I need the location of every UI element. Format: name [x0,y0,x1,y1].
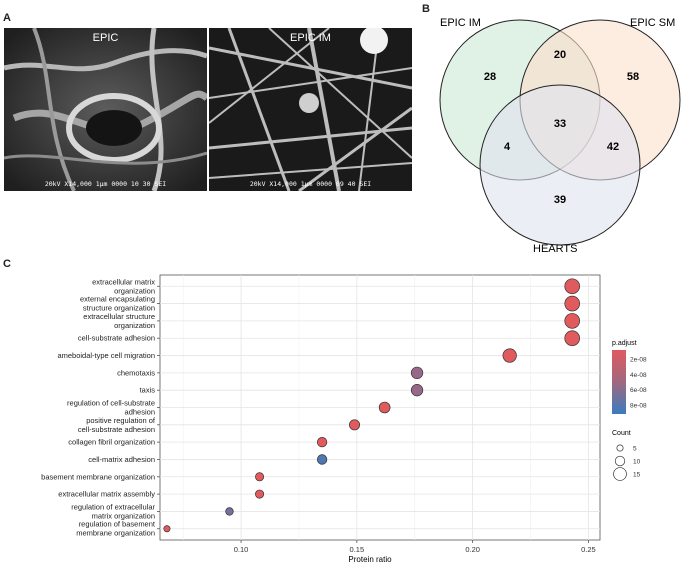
sem-image-epic: EPIC 20kV X14,000 1μm 0000 10 30 SEI [4,28,207,191]
legend-size-items: 5 10 15 [613,444,641,481]
y-tick-label: regulation of extracellular matrix organi… [71,502,155,520]
y-tick-label: extracellular structure organization [83,312,155,330]
y-tick-label: cell-substrate adhesion [78,334,155,343]
venn-count-all: 33 [554,118,566,130]
x-tick-label: 0.15 [350,545,365,554]
legend-color-title: p.adjust [612,340,637,347]
x-tick-label: 0.25 [581,545,596,554]
sem-scalebar-epic-im: 20kV X14,000 1μm 0000 09 40 SEI [249,180,372,188]
sem-title-epic-im: EPIC IM [290,32,331,44]
dot [564,278,581,295]
panel-c-label: C [3,258,11,270]
dot [502,348,517,363]
sem-image-epic-im: EPIC IM 20kV X14,000 1μm 0000 09 40 SEI [209,28,412,191]
venn-label-hearts: HEARTS [533,243,577,255]
dot [564,330,581,347]
dot [564,313,581,329]
dot [564,295,581,312]
legend-size-label: 5 [633,446,637,453]
legend-color-label: 8e-08 [630,402,647,409]
venn-count-sm-only: 58 [627,71,639,83]
panel-b-label: B [422,3,430,15]
venn-circle-hearts [479,84,641,246]
dot [163,525,171,533]
venn-count-sm-hearts: 42 [607,141,619,153]
legend-size-circle [616,444,624,452]
sem-epic-im-texture [209,28,412,191]
y-axis-labels: extracellular matrix organizationexternal… [41,277,160,538]
plot-grid [160,275,600,540]
legend-size-label: 10 [633,459,641,466]
y-tick-label: ameboidal-type cell migration [57,351,155,360]
venn-count-im-hearts: 4 [504,141,511,153]
venn-diagram: EPIC IM EPIC SM HEARTS 28 20 58 33 4 42 … [439,17,681,255]
y-tick-label: extracellular matrix organization [92,277,155,295]
x-axis-title: Protein ratio [348,555,392,564]
legend-color-label: 2e-08 [630,357,647,364]
y-tick-label: taxis [140,386,156,395]
x-tick-label: 0.10 [234,545,249,554]
venn-count-hearts-only: 39 [554,194,566,206]
legend-size-label: 15 [633,472,641,479]
sem-title-epic: EPIC [92,32,119,44]
dot [255,489,265,499]
y-tick-label: collagen fibril organization [68,438,155,447]
legend-colorbar [612,350,626,414]
legend-size-title: Count [612,430,631,437]
y-tick-label: chemotaxis [117,368,155,377]
legend-size-circle [614,455,626,467]
venn-label-epic-sm: EPIC SM [630,17,675,29]
dot-plot: extracellular matrix organizationexternal… [41,274,647,564]
dot [349,419,361,431]
legend-color-labels: 2e-08 4e-08 6e-08 8e-08 [630,357,647,410]
y-tick-label: external encapsulating structure organiza… [80,295,155,313]
y-tick-label: positive regulation of cell-substrate adh… [78,416,156,434]
y-tick-label: basement membrane organization [41,472,155,481]
legend-color-label: 4e-08 [630,372,647,379]
y-tick-label: extracellular matrix assembly [58,490,155,499]
venn-label-epic-im: EPIC IM [440,17,481,29]
venn-count-im-only: 28 [484,71,496,83]
dots [163,278,581,533]
dot [410,384,424,397]
y-tick-label: regulation of basement membrane organizat… [76,520,156,538]
sem-epic-texture [4,28,207,191]
y-tick-label: regulation of cell-substrate adhesion [67,399,155,417]
y-tick-label: cell-matrix adhesion [88,455,155,464]
panel-a-label: A [3,12,11,24]
x-axis-ticks: 0.10 0.15 0.20 0.25 [234,540,596,554]
legend-size-circle [613,467,627,481]
venn-count-im-sm: 20 [554,49,566,61]
dot [410,366,424,379]
legend-color-label: 6e-08 [630,387,647,394]
dot [378,401,391,414]
dot [255,472,265,482]
dot [316,454,328,465]
dot [316,436,328,448]
sem-scalebar-epic: 20kV X14,000 1μm 0000 10 30 SEI [44,180,167,188]
dot [225,507,234,516]
x-tick-label: 0.20 [465,545,480,554]
